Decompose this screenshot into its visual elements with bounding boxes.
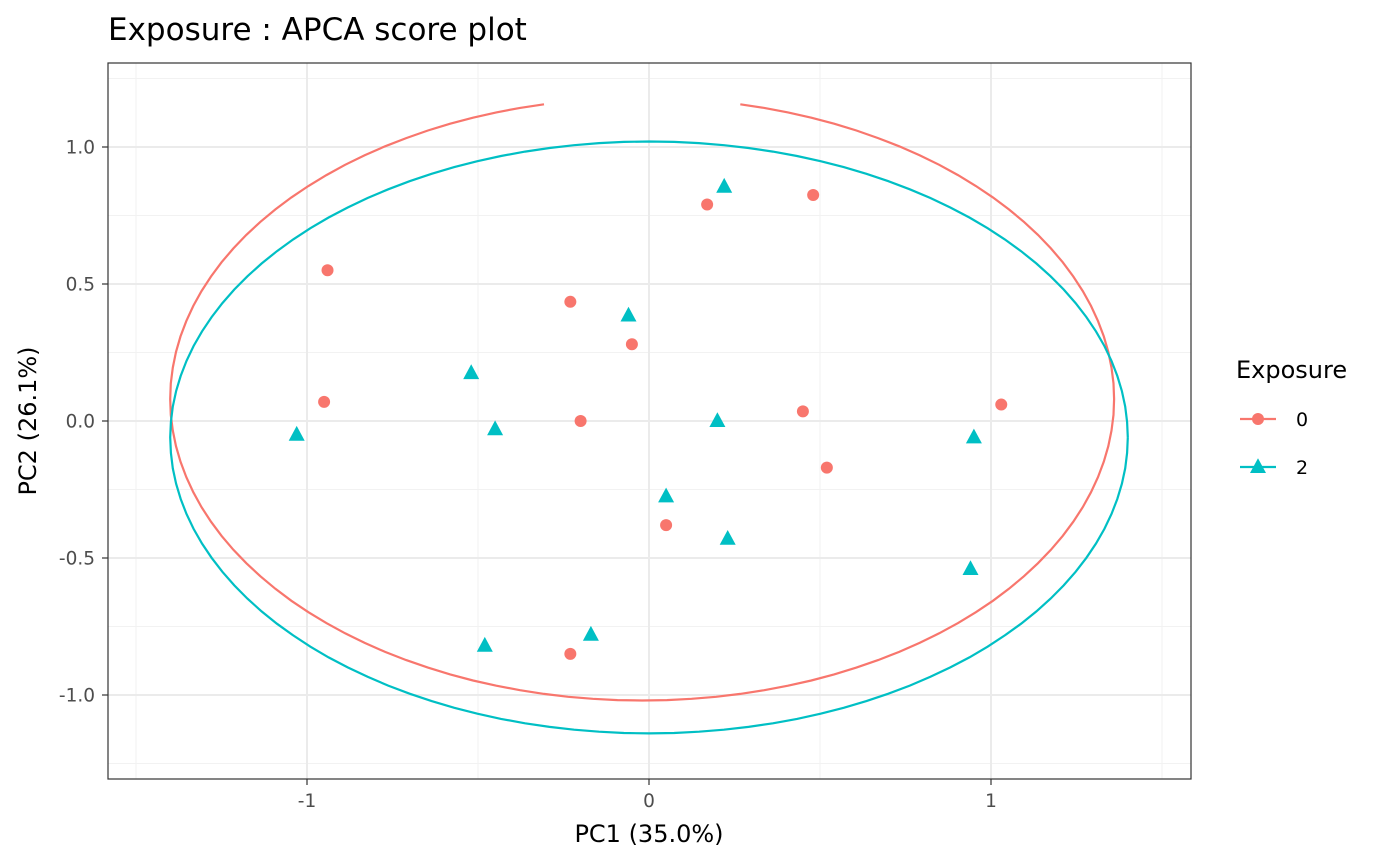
legend-key-triangle [1250,458,1266,473]
point-series-0 [321,264,334,277]
x-axis-title: PC1 (35.0%) [574,820,723,848]
point-series-2 [620,306,637,322]
y-tick-label: -0.5 [59,549,95,570]
legend-title: Exposure [1236,356,1347,384]
legend-key-circle [1252,413,1264,425]
x-axis-ticks: -1 0 1 [298,779,997,812]
point-series-0 [995,398,1008,411]
point-series-0 [701,198,714,211]
point-series-2 [658,487,675,503]
x-tick-label: 1 [985,791,997,812]
point-series-0 [796,405,809,418]
point-series-2 [582,625,599,641]
y-axis-title: PC2 (26.1%) [14,346,42,495]
point-series-2 [716,177,733,193]
point-series-2 [709,412,726,427]
data-points [288,177,1008,660]
point-series-2 [962,560,979,575]
point-series-2 [288,425,305,441]
point-series-0 [660,519,673,532]
point-series-2 [965,428,982,444]
point-series-0 [564,295,577,308]
point-series-0 [564,647,577,660]
point-series-0 [574,415,587,427]
ellipse-arc-series-2 [169,140,1129,735]
point-series-2 [487,420,504,436]
point-series-2 [476,636,493,652]
major-gridlines [108,63,1191,779]
y-axis-ticks: -1.0 -0.5 0.0 0.5 1.0 [59,138,108,707]
confidence-ellipses [169,103,1129,735]
x-tick-label: 0 [643,791,655,812]
point-series-2 [463,364,480,380]
point-series-0 [820,461,833,474]
legend-label: 2 [1296,457,1308,479]
point-series-2 [719,530,736,545]
point-series-0 [625,338,638,351]
ellipse-arc-series-0 [169,103,1116,702]
chart-title: Exposure : APCA score plot [108,12,527,48]
point-series-0 [807,188,820,201]
y-tick-label: -1.0 [59,686,95,707]
legend: Exposure 02 [1236,356,1347,479]
x-tick-label: -1 [298,791,316,812]
point-series-0 [318,395,331,408]
legend-items: 02 [1240,409,1308,479]
legend-label: 0 [1296,409,1308,431]
y-tick-label: 1.0 [66,138,95,159]
y-tick-label: 0.0 [66,412,95,433]
y-tick-label: 0.5 [66,275,95,296]
